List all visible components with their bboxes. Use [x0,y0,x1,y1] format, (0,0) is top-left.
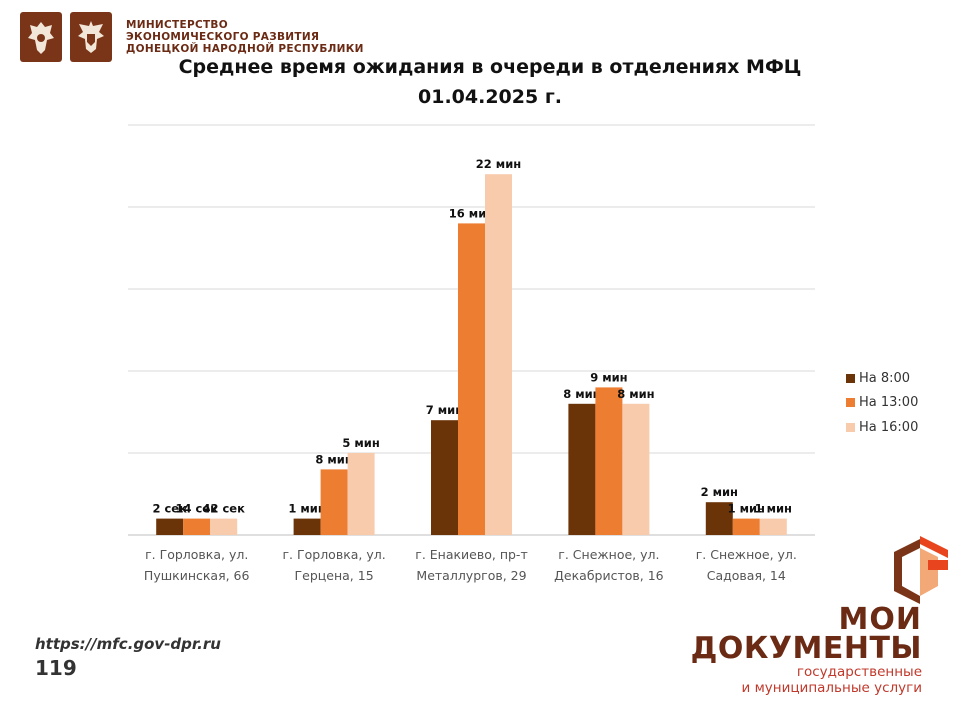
legend-label: На 16:00 [859,419,919,435]
ministry-name-line: МИНИСТЕРСТВО [126,19,228,31]
bar [595,387,623,535]
chart-legend: На 8:00 На 13:00 На 16:00 [846,366,918,440]
bar [183,518,211,535]
legend-item: На 13:00 [846,391,918,416]
category-tick-label: г. Снежное, ул. [696,547,797,562]
russian-coat-of-arms-icon [20,12,62,62]
website-link[interactable]: https://mfc.gov-dpr.ru [35,635,221,653]
legend-swatch [846,422,855,432]
bar [458,223,485,535]
legend-label: На 8:00 [859,370,911,386]
chart-title-line: Среднее время ожидания в очереди в отдел… [178,56,802,78]
data-label: 2 сек [152,502,187,516]
bar [293,518,321,535]
bar [622,403,650,535]
category-tick-label: Герцена, 15 [295,568,374,583]
category-tick-label: Металлургов, 29 [416,568,526,583]
bar [705,502,733,535]
brand-tagline: и муниципальные услуги [741,680,922,696]
legend-item: На 8:00 [846,366,918,391]
bar [347,453,375,535]
category-tick-label: г. Горловка, ул. [145,547,248,562]
data-label: 14 сек [175,502,218,516]
data-label: 2 мин [701,485,738,499]
data-label: 1 мин [728,502,765,516]
dpr-coat-of-arms-icon [70,12,112,62]
legend-swatch [846,398,855,408]
ministry-header: МИНИСТЕРСТВО ЭКОНОМИЧЕСКОГО РАЗВИТИЯ ДОН… [20,12,364,62]
category-tick-label: Декабристов, 16 [554,568,664,583]
moi-dokumenty-logo-icon [894,536,948,604]
bar [759,518,787,535]
data-label: 8 мин [315,452,352,466]
data-label: 16 мин [449,206,494,220]
legend-swatch [846,373,855,383]
data-label: 8 мин [563,387,600,401]
bar [320,469,348,535]
legend-item: На 16:00 [846,415,918,440]
brand-line: МОИ [838,602,922,637]
category-tick-label: г. Снежное, ул. [558,547,659,562]
ministry-name-line: ЭКОНОМИЧЕСКОГО РАЗВИТИЯ [126,31,320,43]
brand-tagline: государственные [796,664,922,680]
chart-subtitle-date: 01.04.2025 г. [418,86,562,108]
bar [210,518,238,535]
chart-title: Среднее время ожидания в очереди в отдел… [0,52,960,112]
brand-wordmark: МОИ ДОКУМЕНТЫ государственные и муниципа… [690,602,922,697]
bar [732,518,760,535]
data-label: 7 мин [426,403,463,417]
page-number: 119 [35,656,77,680]
bar [485,174,512,535]
data-label: 42 сек [202,502,245,516]
data-label: 8 мин [617,387,654,401]
bar [431,420,458,535]
ministry-name: МИНИСТЕРСТВО ЭКОНОМИЧЕСКОГО РАЗВИТИЯ ДОН… [126,19,364,55]
category-tick-label: г. Енакиево, пр-т [415,547,527,562]
category-tick-label: г. Горловка, ул. [282,547,385,562]
bar [156,518,184,535]
data-label: 1 мин [755,502,792,516]
data-label: 22 мин [476,157,521,171]
category-tick-label: Садовая, 14 [707,568,786,583]
ministry-name-line: ДОНЕЦКОЙ НАРОДНОЙ РЕСПУБЛИКИ [126,43,364,55]
data-label: 1 мин [288,502,325,516]
legend-label: На 13:00 [859,395,919,411]
category-tick-label: Пушкинская, 66 [144,568,250,583]
data-label: 9 мин [590,370,627,384]
brand-line: ДОКУМЕНТЫ [690,631,922,666]
bar [568,403,596,535]
data-label: 5 мин [342,436,379,450]
